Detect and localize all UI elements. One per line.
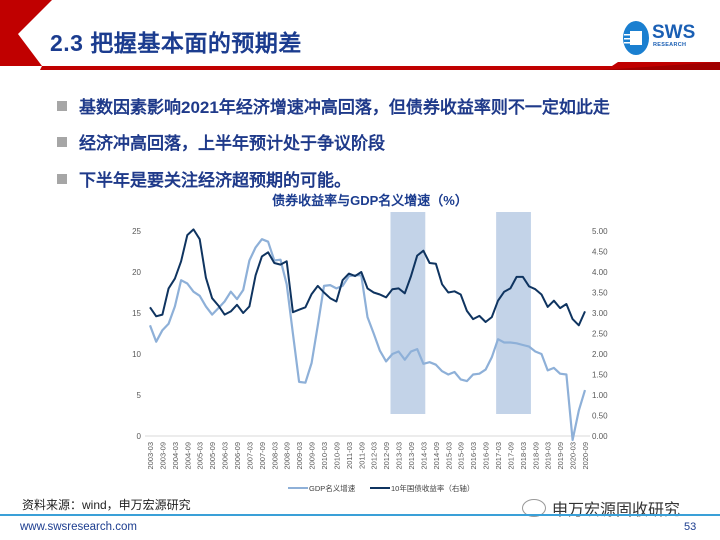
y-right-tick-label: 4.00 (592, 268, 608, 277)
y-right-tick-label: 2.00 (592, 350, 608, 359)
x-tick-label: 2003-03 (146, 442, 155, 470)
bullet-square-icon (57, 173, 67, 184)
bullet-text: 经济冲高回落，上半年预计处于争议阶段 (79, 134, 385, 153)
logo-subtext: RESEARCH (653, 42, 687, 48)
bullet-square-icon (57, 136, 67, 147)
x-tick-label: 2008-03 (270, 442, 279, 470)
x-tick-label: 2009-03 (295, 442, 304, 470)
y-right-tick-label: 3.50 (592, 289, 608, 298)
bullet-item: 下半年是要关注经济超预期的可能。 (57, 166, 351, 191)
x-tick-label: 2019-03 (544, 442, 553, 470)
page-title: 2.3 把握基本面的预期差 (50, 30, 302, 56)
x-tick-label: 2018-03 (519, 442, 528, 470)
series-line-left (148, 238, 587, 442)
x-tick-label: 2004-03 (171, 442, 180, 470)
y-left-tick-label: 5 (137, 391, 142, 400)
bullet-text: 基数因素影响2021年经济增速冲高回落，但债券收益率则不一定如此走 (79, 98, 610, 117)
chart-title: 债券收益率与GDP名义增速（%） (272, 193, 468, 208)
x-tick-label: 2011-03 (345, 442, 354, 469)
x-tick-label: 2012-09 (382, 442, 391, 470)
x-tick-label: 2015-09 (457, 442, 466, 470)
wechat-icon (522, 499, 546, 517)
y-right-tick-label: 5.00 (592, 227, 608, 236)
shaded-period (390, 212, 426, 414)
x-tick-label: 2004-09 (183, 442, 192, 470)
x-tick-label: 2014-03 (419, 442, 428, 470)
y-right-tick-label: 0.00 (592, 432, 608, 441)
y-right-tick-label: 3.00 (592, 309, 608, 318)
x-tick-label: 2006-03 (221, 442, 230, 470)
y-right-tick-label: 2.50 (592, 330, 608, 339)
legend-label: 10年国债收益率（右轴） (391, 483, 474, 493)
x-tick-label: 2006-09 (233, 442, 242, 470)
website-link[interactable]: www.swsresearch.com (20, 521, 137, 533)
y-left-tick-label: 15 (132, 309, 141, 318)
x-tick-label: 2014-09 (432, 442, 441, 470)
footer-divider (0, 514, 720, 516)
bullet-item: 基数因素影响2021年经济增速冲高回落，但债券收益率则不一定如此走 (57, 93, 610, 118)
y-left-tick-label: 25 (132, 227, 141, 236)
bullet-item: 经济冲高回落，上半年预计处于争议阶段 (57, 129, 385, 154)
x-tick-label: 2020-09 (581, 442, 590, 470)
x-tick-label: 2003-09 (158, 442, 167, 470)
x-tick-label: 2005-09 (208, 442, 217, 470)
x-tick-label: 2015-03 (444, 442, 453, 470)
logo-text: SWS (652, 22, 696, 43)
y-left-tick-label: 20 (132, 268, 141, 277)
x-tick-label: 2016-03 (469, 442, 478, 470)
shaded-period (496, 212, 531, 414)
y-left-tick-label: 10 (132, 350, 141, 359)
watermark-text: 申万宏源固收研究 (552, 502, 681, 519)
x-tick-label: 2013-03 (395, 442, 404, 470)
series-line-right (149, 228, 586, 327)
x-tick-label: 2013-09 (407, 442, 416, 470)
sws-logo-icon (623, 21, 649, 55)
x-tick-label: 2020-03 (569, 442, 578, 470)
header-decoration (0, 0, 720, 70)
x-tick-label: 2007-09 (258, 442, 267, 470)
legend-label: GDP名义增速 (309, 483, 356, 493)
bullet-text: 下半年是要关注经济超预期的可能。 (79, 171, 351, 190)
x-tick-label: 2010-03 (320, 442, 329, 470)
x-tick-label: 2016-09 (482, 442, 491, 470)
y-right-tick-label: 1.50 (592, 371, 608, 380)
sws-logo: SWS RESEARCH (622, 20, 702, 60)
x-tick-label: 2018-09 (531, 442, 540, 470)
x-tick-label: 2017-09 (506, 442, 515, 470)
x-tick-label: 2008-09 (283, 442, 292, 470)
x-tick-label: 2007-03 (245, 442, 254, 470)
x-tick-label: 2017-03 (494, 442, 503, 470)
y-right-tick-label: 4.50 (592, 248, 608, 257)
x-tick-label: 2012-03 (370, 442, 379, 470)
bullet-square-icon (57, 100, 67, 111)
page-number: 53 (684, 521, 697, 533)
watermark: 申万宏源固收研究 (522, 496, 680, 520)
x-tick-label: 2019-09 (556, 442, 565, 470)
y-left-tick-label: 0 (137, 432, 142, 441)
source-note: 资料来源：wind，申万宏源研究 (22, 498, 191, 512)
x-tick-label: 2009-09 (308, 442, 317, 470)
x-tick-label: 2010-09 (332, 442, 341, 470)
x-tick-label: 2005-03 (196, 442, 205, 470)
y-right-tick-label: 1.00 (592, 391, 608, 400)
x-tick-label: 2011-09 (357, 442, 366, 469)
y-right-tick-label: 0.50 (592, 412, 608, 421)
